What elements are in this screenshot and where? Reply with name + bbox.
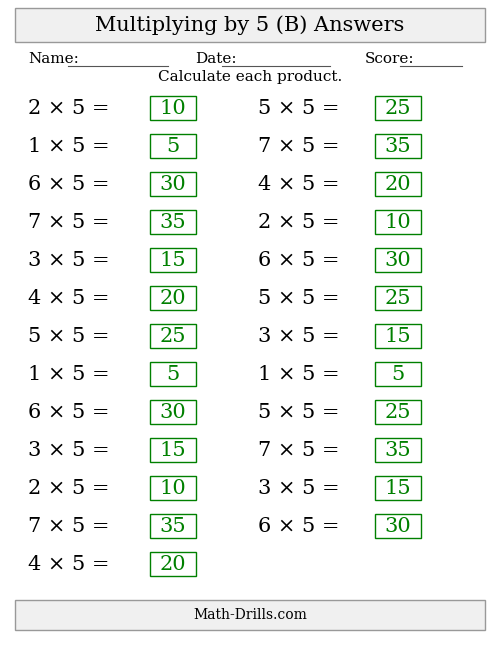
Bar bbox=[375, 96, 421, 120]
Bar bbox=[150, 286, 196, 310]
Text: 10: 10 bbox=[160, 479, 186, 498]
Text: 3 × 5 =: 3 × 5 = bbox=[258, 479, 340, 498]
Bar bbox=[150, 362, 196, 386]
Bar bbox=[375, 134, 421, 158]
Text: 5: 5 bbox=[166, 364, 179, 384]
Bar bbox=[15, 600, 485, 630]
Text: Date:: Date: bbox=[195, 52, 236, 66]
Text: 7 × 5 =: 7 × 5 = bbox=[28, 212, 110, 232]
Text: 4 × 5 =: 4 × 5 = bbox=[258, 175, 340, 193]
Bar bbox=[375, 172, 421, 196]
Text: 3 × 5 =: 3 × 5 = bbox=[28, 250, 110, 270]
Bar bbox=[150, 552, 196, 576]
Text: 6 × 5 =: 6 × 5 = bbox=[258, 250, 340, 270]
Text: 6 × 5 =: 6 × 5 = bbox=[28, 402, 110, 421]
Text: 5: 5 bbox=[166, 137, 179, 155]
Text: 25: 25 bbox=[385, 402, 411, 421]
Bar bbox=[375, 400, 421, 424]
Bar bbox=[375, 514, 421, 538]
Text: 1 × 5 =: 1 × 5 = bbox=[28, 137, 110, 155]
Text: 15: 15 bbox=[160, 441, 186, 459]
Text: Multiplying by 5 (B) Answers: Multiplying by 5 (B) Answers bbox=[96, 15, 405, 35]
Text: 15: 15 bbox=[384, 327, 411, 345]
Bar bbox=[150, 438, 196, 462]
Text: 5 × 5 =: 5 × 5 = bbox=[258, 98, 340, 118]
Bar bbox=[150, 96, 196, 120]
Bar bbox=[375, 286, 421, 310]
Bar bbox=[150, 134, 196, 158]
Bar bbox=[375, 438, 421, 462]
Bar bbox=[150, 210, 196, 234]
Text: 5: 5 bbox=[392, 364, 404, 384]
Text: 30: 30 bbox=[160, 402, 186, 421]
Text: 6 × 5 =: 6 × 5 = bbox=[28, 175, 110, 193]
Text: 4 × 5 =: 4 × 5 = bbox=[28, 289, 110, 307]
Text: 1 × 5 =: 1 × 5 = bbox=[258, 364, 340, 384]
Text: 1 × 5 =: 1 × 5 = bbox=[28, 364, 110, 384]
Text: 25: 25 bbox=[385, 98, 411, 118]
Text: 35: 35 bbox=[384, 137, 411, 155]
Text: 2 × 5 =: 2 × 5 = bbox=[258, 212, 340, 232]
Text: 30: 30 bbox=[160, 175, 186, 193]
Text: 6 × 5 =: 6 × 5 = bbox=[258, 516, 340, 536]
Bar bbox=[150, 476, 196, 500]
Text: 35: 35 bbox=[160, 516, 186, 536]
Text: 5 × 5 =: 5 × 5 = bbox=[258, 402, 340, 421]
Bar bbox=[150, 324, 196, 348]
Text: 25: 25 bbox=[385, 289, 411, 307]
Text: 10: 10 bbox=[160, 98, 186, 118]
Text: Calculate each product.: Calculate each product. bbox=[158, 70, 342, 84]
Bar bbox=[375, 476, 421, 500]
Text: 3 × 5 =: 3 × 5 = bbox=[28, 441, 110, 459]
Bar bbox=[375, 362, 421, 386]
Bar bbox=[150, 514, 196, 538]
Text: 30: 30 bbox=[384, 516, 411, 536]
Text: 5 × 5 =: 5 × 5 = bbox=[28, 327, 110, 345]
Text: 2 × 5 =: 2 × 5 = bbox=[28, 98, 110, 118]
Text: 2 × 5 =: 2 × 5 = bbox=[28, 479, 110, 498]
Text: 15: 15 bbox=[384, 479, 411, 498]
Text: 30: 30 bbox=[384, 250, 411, 270]
Text: 20: 20 bbox=[384, 175, 411, 193]
Text: 20: 20 bbox=[160, 289, 186, 307]
Text: Score:: Score: bbox=[365, 52, 414, 66]
Text: 7 × 5 =: 7 × 5 = bbox=[258, 137, 340, 155]
Bar bbox=[150, 172, 196, 196]
Text: 35: 35 bbox=[160, 212, 186, 232]
Bar bbox=[150, 400, 196, 424]
Text: Name:: Name: bbox=[28, 52, 79, 66]
Text: 7 × 5 =: 7 × 5 = bbox=[258, 441, 340, 459]
Text: 15: 15 bbox=[160, 250, 186, 270]
Bar bbox=[375, 210, 421, 234]
Bar bbox=[15, 8, 485, 42]
Text: 5 × 5 =: 5 × 5 = bbox=[258, 289, 340, 307]
Text: 20: 20 bbox=[160, 554, 186, 573]
Text: Math-Drills.com: Math-Drills.com bbox=[193, 608, 307, 622]
Text: 7 × 5 =: 7 × 5 = bbox=[28, 516, 110, 536]
Bar bbox=[375, 248, 421, 272]
Text: 10: 10 bbox=[384, 212, 411, 232]
Text: 25: 25 bbox=[160, 327, 186, 345]
Bar bbox=[150, 248, 196, 272]
Text: 35: 35 bbox=[384, 441, 411, 459]
Bar bbox=[375, 324, 421, 348]
Text: 4 × 5 =: 4 × 5 = bbox=[28, 554, 110, 573]
Text: 3 × 5 =: 3 × 5 = bbox=[258, 327, 340, 345]
